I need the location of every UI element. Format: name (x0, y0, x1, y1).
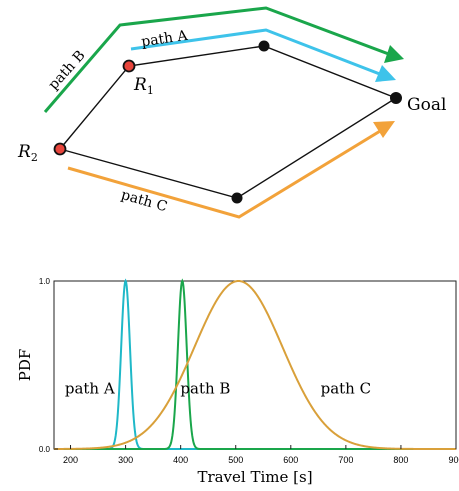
path-b-arrow (43, 6, 404, 113)
series-line-path-c (54, 279, 456, 450)
goal-label: Goal (407, 95, 446, 115)
series-label-path-c: path C (321, 380, 371, 398)
x-tick-label: 900 (448, 455, 459, 465)
robot-r2-node (53, 142, 67, 156)
robot-r1-letter: R (133, 75, 147, 95)
robot-r1-label: R1 (133, 75, 154, 97)
path-a-label: path A (140, 28, 189, 50)
x-tick-label: 300 (118, 455, 133, 465)
y-tick-label: 1.0 (39, 277, 51, 286)
path-a-arrow (130, 28, 396, 82)
path-c-arrow (67, 121, 395, 219)
x-tick-label: 800 (393, 455, 408, 465)
x-tick-label: 200 (63, 455, 78, 465)
robot-r2-label: R2 (17, 142, 38, 164)
series-label-layer: path A path B path C (65, 380, 371, 398)
plot-frame (53, 280, 457, 450)
x-tick-label: 600 (283, 455, 298, 465)
series-label-path-b: path B (180, 380, 230, 398)
series-layer (54, 278, 456, 450)
robot-r2-letter: R (17, 142, 31, 162)
graph-edge-top (59, 45, 397, 150)
series-line-path-b (54, 278, 456, 450)
waypoint-node (258, 40, 270, 52)
waypoint-node (231, 192, 243, 204)
x-tick-label: 700 (338, 455, 353, 465)
robot-r2-subscript: 2 (31, 151, 38, 164)
robot-r1-subscript: 1 (147, 84, 154, 97)
tick-layer: 200 300 400 500 600 700 800 900 0.0 1.0 (39, 277, 459, 465)
x-tick-label: 500 (228, 455, 243, 465)
path-diagram: path B path A path C Goal R1 R2 (17, 6, 446, 219)
series-label-path-a: path A (65, 380, 115, 398)
pdf-chart: 2003004005006007008009000.01.0 path Apat… (16, 277, 459, 486)
x-tick-label: 400 (173, 455, 188, 465)
x-axis-label: Travel Time [s] (197, 468, 312, 486)
y-axis-label: PDF (16, 349, 34, 382)
y-tick-label: 0.0 (39, 445, 51, 454)
goal-node (390, 92, 402, 104)
graph-edge-bottom (59, 97, 397, 199)
series-line-path-a (54, 278, 456, 450)
robot-r1-node (122, 59, 136, 73)
